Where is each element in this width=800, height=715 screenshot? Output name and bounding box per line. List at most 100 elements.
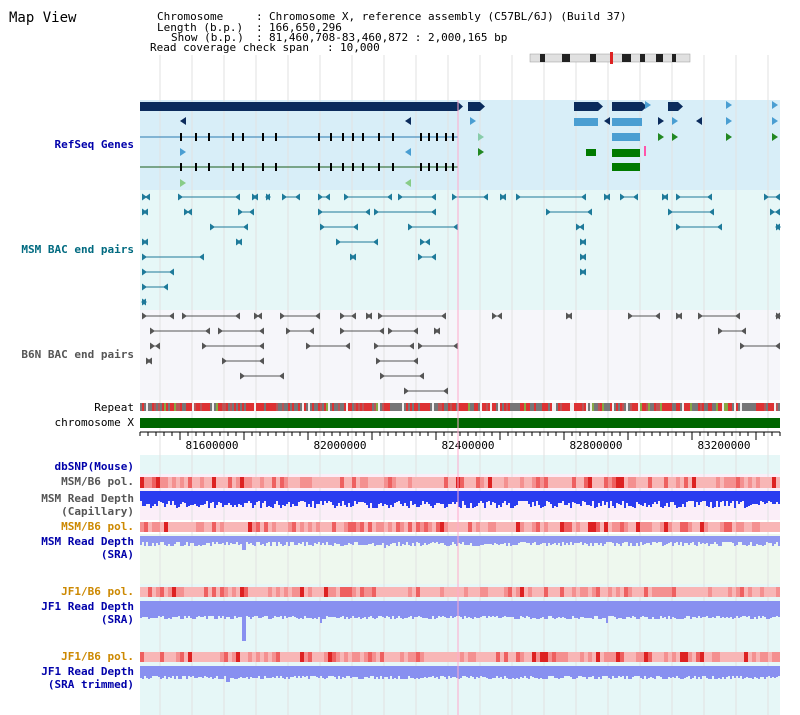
msm-sra-depth-bar [362,536,364,545]
jf1-b6-pol-cell [420,652,424,662]
repeat-element [774,403,776,411]
msm-bac-end [546,208,551,216]
ideogram-band [590,54,596,62]
msm-sra-depth-bar [768,536,770,543]
msm-capillary-depth-bar [378,491,380,504]
jf1-b6-pol-cell [560,587,564,597]
msm-b6-pol-cell [408,522,412,532]
jf1-sra-depth-bar [724,601,726,618]
jf1-b6-pol-cell [424,652,428,662]
jf1-b6-pol-cell [196,652,200,662]
jf1-trimmed-depth-bar [738,666,740,678]
msm-sra-depth-bar [554,536,556,543]
msm-b6-pol-cell [208,522,212,532]
repeat-element [496,403,498,411]
msm-b6-pol-cell [224,522,228,532]
msm-sra-depth-bar [140,536,142,545]
jf1-trimmed-depth-bar [416,666,418,678]
b6n-bac-end [345,342,350,350]
repeat-element [536,403,538,411]
msm-sra-depth-bar [338,536,340,544]
jf1-b6-pol-cell [612,652,616,662]
msm-b6-pol-cell [752,522,756,532]
msm-capillary-depth-bar [370,491,372,503]
msm-capillary-depth-bar [648,491,650,505]
jf1-trimmed-depth-bar [560,666,562,678]
gene-arrow [480,102,485,111]
msm-capillary-depth-bar [290,491,292,507]
msm-capillary-depth-bar [754,491,756,504]
jf1-trimmed-depth-bar [778,666,780,676]
msm-capillary-depth-bar [210,491,212,503]
jf1-b6-pol-cell [476,587,480,597]
msm-sra-depth-bar [698,536,700,542]
msm-capillary-depth-bar [696,491,698,502]
repeat-element [618,403,620,411]
msm-capillary-depth-bar [158,491,160,501]
jf1-b6-pol-cell [144,652,148,662]
msm-sra-depth-bar [514,536,516,545]
msm-b6-pol-cell [404,477,408,488]
msm-capillary-depth-bar [360,491,362,502]
b6n-bac-end [280,312,285,320]
jf1-b6-pol-cell [412,652,416,662]
msm-capillary-depth-bar [312,491,314,501]
msm-sra-depth-bar [752,536,754,546]
msm-capillary-depth-bar [636,491,638,502]
jf1-trimmed-depth-bar [278,666,280,678]
repeat-element [572,403,574,411]
msm-sra-depth-bar [508,536,510,543]
jf1-sra-depth-bar [390,601,392,619]
repeat-element [292,403,294,411]
jf1-sra-depth-bar [184,601,186,616]
jf1-sra-depth-bar [544,601,546,619]
msm-capillary-depth-bar [206,491,208,501]
jf1-sra-depth-bar [746,601,748,617]
ideogram-band [540,54,545,62]
jf1-sra-depth-bar [332,601,334,617]
jf1-trimmed-depth-bar [704,666,706,676]
b6n-bac-end [374,342,379,350]
msm-b6-pol-cell [280,522,284,532]
gene-exon [232,133,234,141]
msm-b6-pol-cell [612,522,616,532]
jf1-trimmed-depth-bar [208,666,210,678]
jf1-sra-depth-bar [244,601,246,641]
msm-capillary-depth-bar [660,491,662,507]
msm-capillary-depth-bar [398,491,400,501]
jf1-sra-depth-bar [402,601,404,619]
repeat-element [352,403,354,411]
msm-capillary-depth-bar [618,491,620,504]
jf1-b6-pol-cell [296,587,300,597]
jf1-b6-pol-cell [696,652,700,662]
repeat-element [158,403,160,411]
jf1-trimmed-depth-bar [710,666,712,679]
msm-bac-end [775,223,780,231]
msm-capillary-depth-bar [568,491,570,503]
repeat-element [392,403,394,411]
msm-sra-depth-bar [164,536,166,545]
msm-b6-pol-cell [584,477,588,488]
jf1-b6-pol-cell [708,652,712,662]
msm-capillary-depth-bar [260,491,262,508]
gene-arrow [458,102,463,111]
msm-capillary-depth-bar [578,491,580,504]
repeat-element [686,403,688,411]
msm-capillary-depth-bar [634,491,636,508]
jf1-trimmed-depth-bar [398,666,400,676]
msm-sra-depth-bar [492,536,494,545]
b6n-bac-end [169,312,174,320]
msm-sra-depth-bar [682,536,684,546]
msm-capillary-depth-bar [756,491,758,504]
jf1-sra-depth-bar [520,601,522,616]
repeat-element [156,403,158,411]
jf1-sra-depth-bar [350,601,352,618]
jf1-b6-pol-cell [368,587,372,597]
repeat-element [770,403,772,411]
jf1-b6-pol-cell [708,587,712,597]
jf1-trimmed-depth-bar [516,666,518,678]
msm-b6-pol-cell [372,522,376,532]
msm-sra-depth-bar [764,536,766,545]
jf1-trimmed-depth-bar [692,666,694,678]
